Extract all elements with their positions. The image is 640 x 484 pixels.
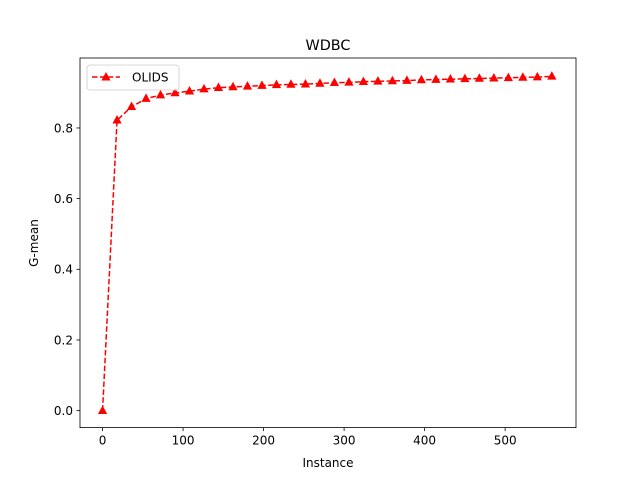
data-point-marker bbox=[387, 75, 398, 85]
x-tick-label: 500 bbox=[494, 434, 517, 448]
data-point-marker bbox=[489, 72, 499, 82]
legend-marker-triangle-icon bbox=[101, 72, 111, 81]
plot-background bbox=[80, 58, 576, 428]
x-tick-label: 400 bbox=[413, 434, 436, 448]
x-tick-label: 300 bbox=[333, 434, 356, 448]
legend-label: OLIDS bbox=[132, 71, 169, 85]
legend-box bbox=[86, 64, 180, 91]
x-tick-label: 100 bbox=[172, 434, 195, 448]
y-axis-ticks: 0.0 0.2 0.4 0.6 0.8 bbox=[54, 121, 80, 418]
x-tick-label: 200 bbox=[252, 434, 275, 448]
data-point-marker bbox=[503, 72, 513, 82]
data-point-marker bbox=[228, 81, 238, 91]
data-point-marker bbox=[112, 114, 122, 124]
x-axis-label: Instance bbox=[302, 456, 353, 470]
data-point-marker bbox=[213, 82, 224, 91]
legend: OLIDS bbox=[86, 64, 180, 91]
data-point-marker bbox=[416, 74, 427, 84]
data-point-marker bbox=[431, 74, 441, 83]
data-point-marker bbox=[170, 87, 180, 97]
y-tick-label: 0.2 bbox=[54, 333, 73, 347]
data-point-marker bbox=[257, 80, 267, 89]
y-tick-label: 0.4 bbox=[54, 263, 73, 277]
data-point-marker bbox=[286, 79, 296, 88]
data-point-marker bbox=[155, 89, 166, 99]
series-layer bbox=[97, 71, 557, 414]
data-point-marker bbox=[141, 93, 151, 102]
y-tick-label: 0.8 bbox=[54, 121, 73, 135]
x-tick-label: 0 bbox=[99, 434, 107, 448]
data-point-marker bbox=[300, 78, 311, 88]
data-point-marker bbox=[474, 73, 484, 82]
data-point-marker bbox=[97, 405, 108, 414]
data-point-marker bbox=[358, 76, 369, 85]
data-point-marker bbox=[242, 81, 253, 90]
y-tick-label: 0.0 bbox=[54, 404, 73, 418]
data-point-marker bbox=[518, 72, 528, 81]
y-tick-label: 0.6 bbox=[54, 192, 73, 206]
data-point-marker bbox=[402, 75, 412, 84]
chart-title: WDBC bbox=[306, 38, 351, 54]
data-point-marker bbox=[315, 78, 325, 87]
y-axis-label: G-mean bbox=[27, 219, 41, 267]
axes-frame bbox=[79, 57, 577, 429]
data-point-marker bbox=[445, 74, 455, 83]
x-axis-ticks: 0 100 200 300 400 500 bbox=[99, 427, 517, 448]
data-point-marker bbox=[547, 71, 557, 80]
data-point-marker bbox=[199, 83, 209, 93]
data-point-marker bbox=[532, 71, 542, 81]
data-point-marker bbox=[184, 86, 195, 95]
data-point-marker bbox=[460, 73, 470, 83]
data-point-marker bbox=[271, 79, 282, 89]
data-point-marker bbox=[329, 77, 340, 87]
data-point-marker bbox=[344, 77, 354, 86]
data-point-marker bbox=[126, 101, 137, 111]
data-point-marker bbox=[373, 76, 383, 85]
